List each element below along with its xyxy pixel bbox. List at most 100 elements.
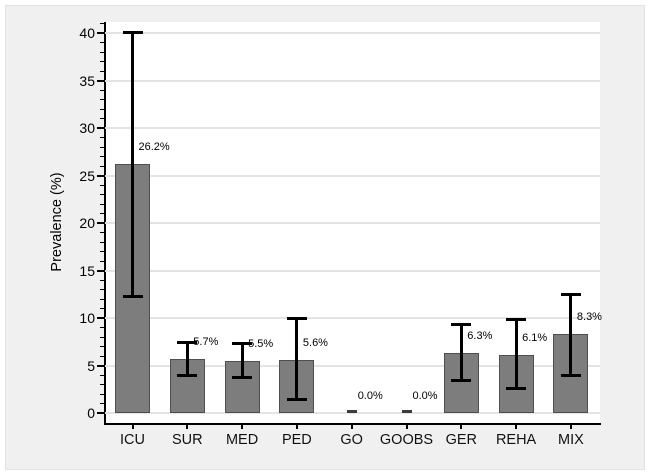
gridline-10	[105, 317, 600, 319]
x-axis-tick-ICU	[131, 424, 134, 429]
x-axis-tick-PED	[295, 424, 298, 429]
y-axis-tick-label-5: 5	[87, 357, 95, 374]
gridline-40	[105, 32, 600, 34]
y-axis-minor-tick-4	[100, 374, 104, 376]
y-axis-minor-tick-8	[100, 336, 104, 338]
x-axis-category-label-GOOBS: GOOBS	[379, 432, 434, 448]
y-axis-minor-tick-12	[100, 298, 104, 300]
gridline-5	[105, 364, 600, 367]
gridline-15	[105, 269, 600, 272]
y-axis-minor-tick-28	[100, 146, 104, 148]
error-bar-ICU	[131, 32, 134, 297]
error-bar-ICU-upper-cap	[122, 30, 143, 34]
y-axis-tick-label-25: 25	[79, 167, 95, 184]
error-bar-MIX-lower-cap	[560, 374, 581, 378]
y-axis-minor-tick-31	[100, 118, 104, 119]
x-axis-tick-GER	[460, 424, 463, 429]
y-axis-minor-tick-7	[100, 346, 104, 347]
error-bar-SUR-upper-cap	[177, 341, 198, 345]
y-axis-minor-tick-32	[100, 108, 104, 110]
y-axis-minor-tick-29	[100, 137, 104, 138]
y-axis-minor-tick-17	[100, 251, 104, 252]
x-axis-tick-GOOBS	[405, 424, 408, 429]
x-axis-category-label-PED: PED	[281, 432, 312, 448]
error-bar-GER-upper-cap	[451, 323, 472, 327]
value-label-REHA: 6.1%	[522, 332, 548, 345]
y-axis-minor-tick-6	[100, 355, 104, 357]
y-axis-minor-tick-41	[100, 23, 104, 24]
y-axis-tick-label-30: 30	[79, 120, 95, 136]
error-bar-PED-upper-cap	[286, 317, 307, 321]
x-axis-tick-SUR	[186, 424, 189, 429]
y-axis-major-tick-40	[97, 32, 104, 34]
gridline-25	[105, 174, 600, 177]
error-bar-PED-lower-cap	[286, 398, 307, 402]
y-axis-minor-tick-38	[100, 51, 104, 53]
value-label-PED: 5.6%	[302, 336, 328, 349]
bar-GO-zero-mark	[346, 410, 357, 413]
gridline-35	[105, 79, 600, 82]
x-axis-category-label-SUR: SUR	[171, 432, 203, 448]
y-axis-minor-tick-39	[100, 42, 104, 43]
y-axis-minor-tick-9	[100, 327, 104, 328]
y-axis-major-tick-15	[97, 269, 104, 272]
y-axis-tick-label-40: 40	[79, 25, 95, 41]
y-axis-minor-tick-14	[100, 279, 104, 281]
y-axis-minor-tick-27	[100, 156, 104, 157]
y-axis-minor-tick-13	[100, 289, 104, 290]
y-axis-major-tick-35	[97, 79, 104, 82]
x-axis-category-label-ICU: ICU	[120, 432, 145, 448]
error-bar-GER	[459, 324, 463, 381]
y-axis-minor-tick-1	[100, 403, 104, 404]
error-bar-MED-upper-cap	[232, 342, 253, 346]
y-axis-minor-tick-2	[100, 393, 104, 395]
y-axis-minor-tick-33	[100, 99, 104, 100]
y-axis-minor-tick-22	[100, 203, 104, 205]
y-axis-tick-label-15: 15	[79, 262, 95, 279]
x-axis-category-label-GO: GO	[340, 432, 363, 448]
error-bar-PED	[295, 318, 299, 400]
x-axis-tick-MIX	[569, 424, 572, 429]
y-axis-minor-tick-36	[100, 70, 104, 72]
y-axis-minor-tick-3	[100, 384, 104, 385]
value-label-SUR: 5.7%	[193, 335, 219, 348]
y-axis-major-tick-30	[97, 127, 104, 129]
y-axis-tick-label-10: 10	[79, 310, 95, 326]
error-bar-GER-lower-cap	[451, 379, 472, 383]
x-axis-tick-REHA	[515, 424, 518, 429]
y-axis-major-tick-25	[97, 174, 104, 177]
y-axis-major-tick-0	[97, 412, 104, 414]
y-axis-minor-tick-11	[100, 308, 104, 309]
y-axis-minor-tick-16	[100, 260, 104, 262]
value-label-ICU: 26.2%	[138, 141, 170, 154]
y-axis-major-tick-20	[97, 222, 104, 224]
y-axis-minor-tick-23	[100, 194, 104, 195]
x-axis-tick-GO	[350, 424, 353, 429]
y-axis-minor-tick-34	[100, 89, 104, 91]
error-bar-REHA	[514, 319, 518, 389]
gridline-30	[105, 127, 600, 129]
error-bar-MED-lower-cap	[232, 376, 253, 380]
y-axis-major-tick-5	[97, 364, 104, 367]
error-bar-ICU-lower-cap	[122, 294, 143, 298]
value-label-MIX: 8.3%	[576, 311, 602, 324]
value-label-GER: 6.3%	[467, 330, 493, 343]
x-axis-category-label-MIX: MIX	[558, 432, 584, 448]
x-axis-tick-MED	[241, 424, 244, 429]
bar-GOOBS-zero-mark	[401, 410, 412, 413]
gridline-0	[105, 412, 600, 414]
error-bar-SUR-lower-cap	[177, 374, 198, 378]
value-label-MED: 5.5%	[248, 337, 274, 350]
error-bar-REHA-upper-cap	[506, 318, 527, 322]
value-label-GOOBS: 0.0%	[412, 390, 438, 402]
y-axis-minor-tick-37	[100, 61, 104, 62]
x-axis-category-label-REHA: REHA	[495, 432, 537, 448]
x-axis-category-label-GER: GER	[445, 432, 477, 448]
y-axis-minor-tick-19	[100, 232, 104, 233]
y-axis-minor-tick-26	[100, 165, 104, 167]
y-axis-tick-label-20: 20	[79, 215, 95, 231]
error-bar-MIX-upper-cap	[560, 292, 581, 296]
error-bar-MED	[240, 343, 244, 378]
